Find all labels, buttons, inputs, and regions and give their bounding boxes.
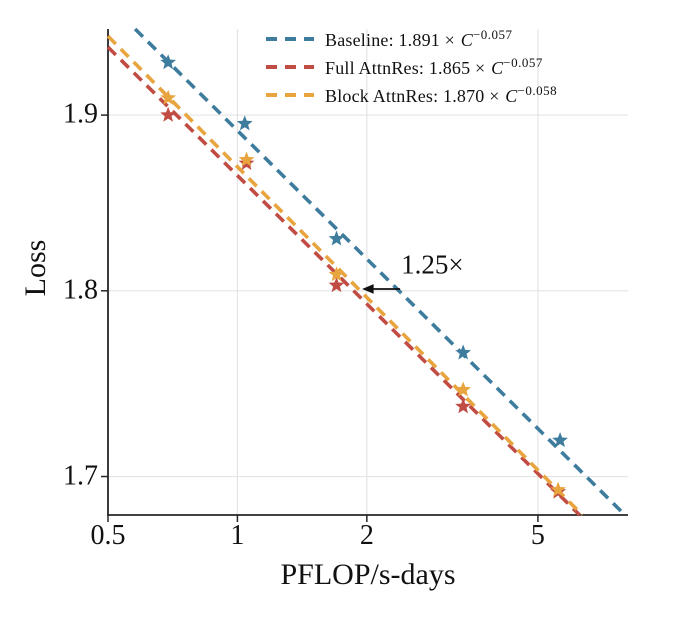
data-point-baseline — [328, 230, 345, 246]
data-point-block-attnres — [160, 89, 177, 105]
legend-label-full-attnres: Full AttnRes: 1.865 × C−0.057 — [325, 55, 543, 78]
legend-dash-sample-full-attnres — [266, 65, 314, 69]
x-tick-label-1: 1 — [230, 520, 245, 551]
data-point-block-attnres — [238, 151, 255, 167]
legend-item-block-attnres: Block AttnRes: 1.870 × C−0.058 — [266, 81, 557, 109]
fit-line-block-attnres — [106, 34, 584, 517]
x-tick-label-5: 5 — [530, 520, 545, 551]
y-tick-label-1.8: 1.8 — [63, 274, 98, 306]
data-point-full-attnres — [455, 398, 472, 414]
data-point-block-attnres — [455, 381, 472, 397]
data-point-block-attnres — [550, 481, 566, 497]
annotation-arrow-head — [362, 284, 374, 294]
legend-item-baseline: Baseline: 1.891 × C−0.057 — [266, 25, 557, 53]
data-point-baseline — [160, 54, 177, 70]
y-tick-label-1.9: 1.9 — [63, 98, 98, 130]
fit-line-baseline — [133, 27, 627, 517]
annotation-text: 1.25× — [401, 249, 464, 280]
data-point-baseline — [552, 432, 568, 448]
data-point-baseline — [236, 115, 253, 131]
legend-label-block-attnres: Block AttnRes: 1.870 × C−0.058 — [325, 83, 558, 106]
legend: Baseline: 1.891 × C−0.057 Full AttnRes: 1… — [266, 25, 557, 109]
x-tick-label-2: 2 — [359, 520, 374, 551]
data-point-full-attnres — [160, 106, 177, 122]
data-point-baseline — [455, 344, 472, 360]
x-axis-label: PFLOP/s-days — [280, 558, 456, 591]
x-tick-label-0.5: 0.5 — [90, 520, 126, 551]
fit-line-full-attnres — [106, 45, 581, 517]
legend-dash-sample-baseline — [266, 37, 314, 41]
data-point-full-attnres — [328, 277, 345, 293]
legend-item-full-attnres: Full AttnRes: 1.865 × C−0.057 — [266, 53, 557, 81]
data-point-block-attnres — [328, 266, 345, 282]
legend-label-baseline: Baseline: 1.891 × C−0.057 — [325, 27, 513, 50]
y-tick-label-1.7: 1.7 — [63, 459, 98, 491]
legend-dash-sample-block-attnres — [266, 93, 314, 97]
